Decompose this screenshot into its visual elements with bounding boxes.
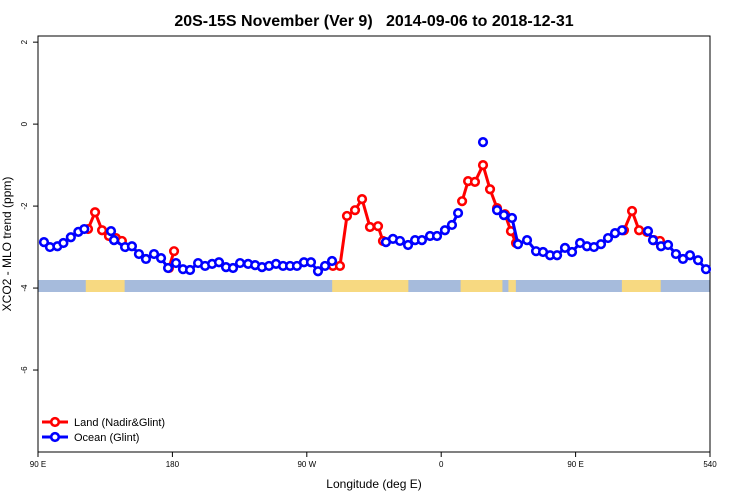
point (155, 253, 167, 264)
point (670, 248, 682, 260)
point (79, 223, 90, 235)
point (170, 257, 182, 269)
point (491, 205, 503, 216)
x-tick-label: 180 (166, 460, 180, 469)
point (184, 264, 196, 276)
point (484, 184, 496, 195)
point (439, 225, 451, 236)
land-span (332, 280, 409, 292)
land-span (621, 280, 661, 292)
point (334, 260, 346, 272)
point (65, 232, 76, 243)
point (140, 253, 152, 265)
x-axis-label: Longitude (deg E) (326, 477, 421, 491)
point (326, 255, 338, 267)
point (566, 246, 578, 258)
chart-title: 20S-15S November (Ver 9) 2014-09-06 to 2… (174, 13, 573, 30)
point (633, 225, 645, 236)
y-tick-label: 0 (20, 121, 29, 126)
point (684, 250, 696, 261)
point (148, 248, 160, 260)
point (96, 225, 108, 236)
point (305, 257, 317, 268)
y-axis-label: XCO2 - MLO trend (ppm) (0, 177, 14, 312)
point (105, 225, 117, 237)
plot-frame (37, 35, 711, 453)
point (521, 235, 533, 246)
legend-marker (49, 431, 61, 443)
point (227, 262, 239, 274)
point (498, 210, 510, 221)
x-tick-label: 90 E (567, 460, 583, 469)
legend-marker (49, 416, 61, 428)
y-tick-label: 2 (20, 39, 29, 44)
y-tick-label: -4 (20, 284, 29, 292)
legend-label: Land (Nadir&Glint) (74, 417, 165, 429)
point (551, 250, 563, 261)
point (477, 137, 489, 148)
point (431, 230, 443, 242)
point (402, 239, 414, 251)
legend-label: Ocean (Glint) (74, 432, 139, 444)
point (616, 225, 628, 236)
point (213, 257, 225, 268)
point (349, 205, 361, 216)
point (126, 241, 138, 252)
point (58, 237, 69, 249)
land-span (460, 280, 503, 292)
point (341, 210, 353, 222)
point (559, 242, 571, 253)
point (416, 235, 428, 246)
point (372, 221, 384, 232)
point (626, 205, 638, 217)
point (595, 239, 607, 250)
point (506, 212, 518, 224)
point (319, 260, 331, 272)
point (469, 176, 481, 188)
point (692, 255, 704, 266)
point (234, 257, 246, 269)
point (312, 266, 324, 277)
point (364, 221, 376, 233)
point (662, 239, 674, 251)
point (457, 196, 468, 207)
x-tick-label: 0 (439, 460, 444, 469)
point (512, 239, 524, 250)
point (477, 160, 489, 171)
x-tick-label: 90 E (30, 460, 46, 469)
point (647, 235, 659, 246)
point (108, 235, 120, 246)
point (168, 246, 180, 257)
land-span (508, 280, 516, 292)
land-span (85, 280, 125, 292)
point (452, 207, 464, 219)
y-tick-label: -6 (20, 366, 29, 374)
x-tick-label: 540 (703, 460, 717, 469)
x-tick-label: 90 W (297, 460, 316, 469)
point (162, 262, 174, 274)
point (394, 235, 406, 247)
point (89, 207, 101, 218)
y-tick-label: -2 (20, 202, 29, 210)
point (700, 264, 712, 275)
point (356, 194, 368, 205)
point (642, 225, 654, 237)
point (446, 219, 458, 231)
point (133, 248, 145, 260)
point (602, 232, 614, 244)
